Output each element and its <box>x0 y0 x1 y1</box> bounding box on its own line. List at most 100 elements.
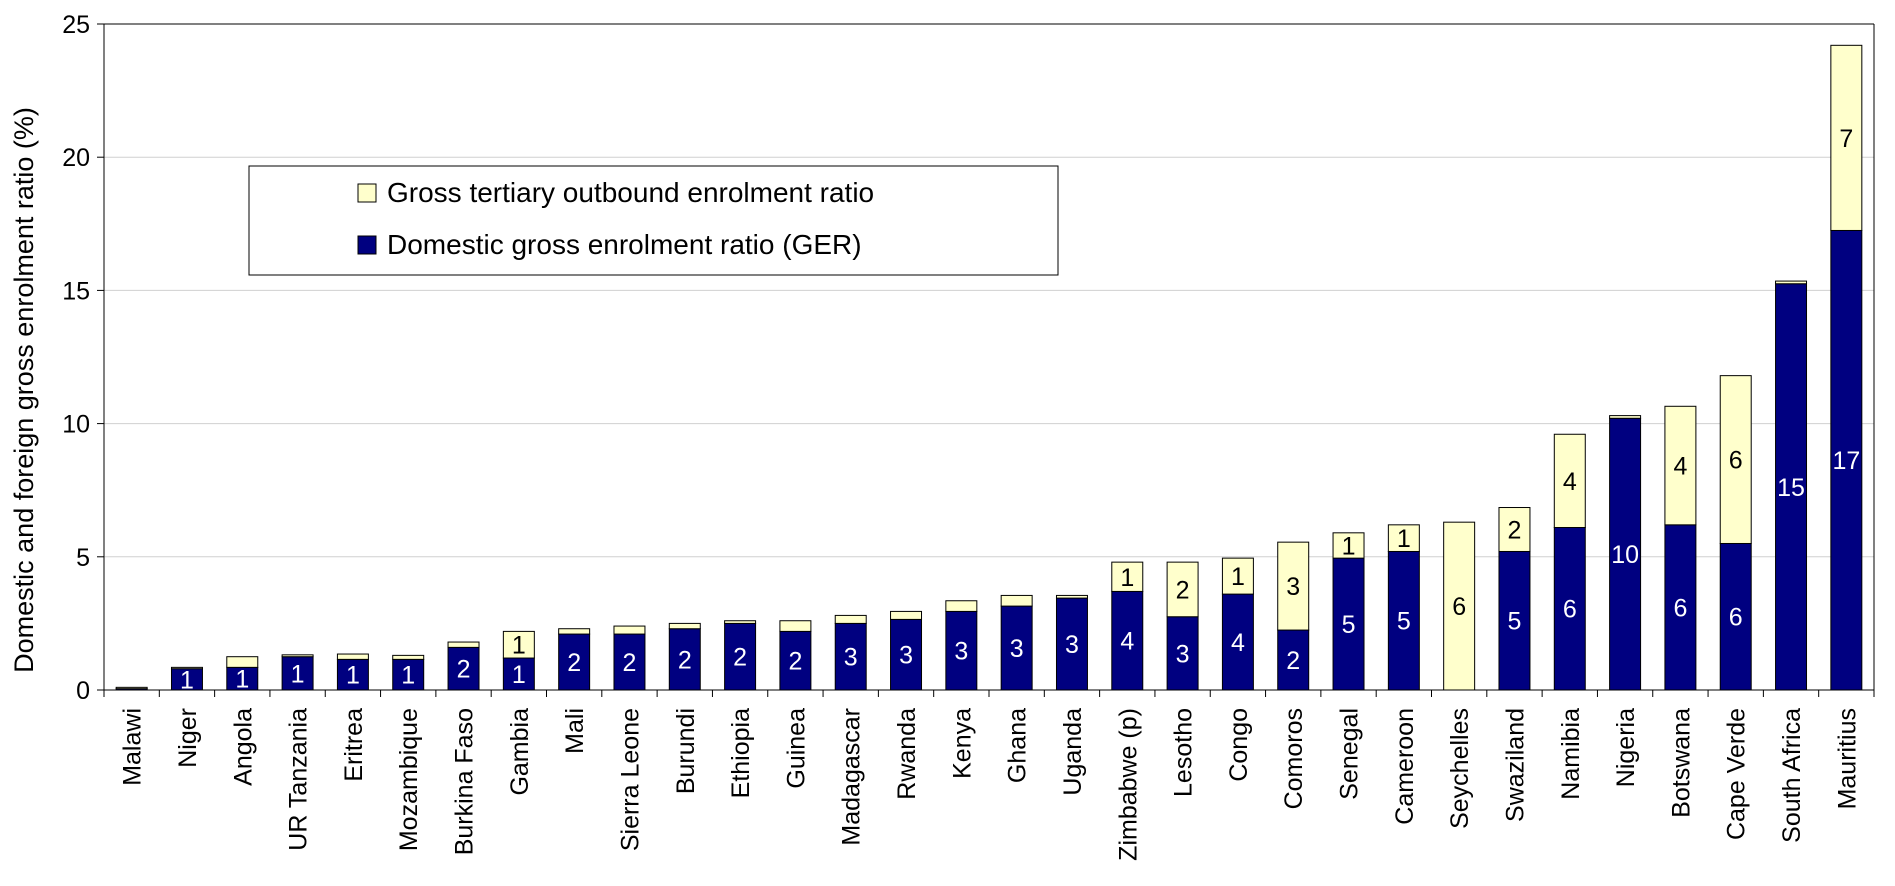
x-tick-label: Eritrea <box>340 708 368 782</box>
bar-domestic <box>945 610 978 691</box>
y-tick-label: 15 <box>62 277 90 305</box>
bar-outbound <box>1166 561 1199 618</box>
data-label: 5 <box>1342 611 1356 639</box>
data-label: 4 <box>1563 468 1577 496</box>
x-tick-label: Kenya <box>948 708 976 779</box>
data-label: 1 <box>235 666 249 694</box>
bar-domestic <box>1553 526 1586 691</box>
data-label: 4 <box>1120 628 1134 656</box>
data-label: 3 <box>1176 640 1190 668</box>
bar-domestic <box>1111 590 1144 691</box>
x-tick-label: Madagascar <box>838 708 866 846</box>
data-label: 6 <box>1452 593 1466 621</box>
bar-outbound <box>1609 415 1642 419</box>
data-label: 5 <box>1397 608 1411 636</box>
x-tick-label: Angola <box>229 708 257 786</box>
data-label: 2 <box>567 649 581 677</box>
bar-outbound <box>1055 594 1088 599</box>
legend-swatch-outbound <box>357 183 377 203</box>
x-tick-label: Ethiopia <box>727 708 755 798</box>
bar-outbound <box>1387 524 1420 552</box>
bar-outbound <box>226 656 259 668</box>
x-tick-label: Uganda <box>1059 708 1087 796</box>
bar-domestic <box>1664 524 1697 691</box>
x-axis: Malawi Niger Angola UR Tanzania Eritrea Mozam… <box>103 689 1875 861</box>
gridlines <box>104 23 1874 558</box>
data-label: 3 <box>899 642 913 670</box>
data-label: 2 <box>788 648 802 676</box>
x-tick-label: Ghana <box>1004 708 1032 783</box>
x-tick-label: Namibia <box>1557 708 1585 800</box>
data-label: 5 <box>1508 608 1522 636</box>
bar-outbound <box>502 630 535 659</box>
bar-outbound <box>1332 532 1365 559</box>
x-tick-label: Mali <box>561 708 589 754</box>
x-tick-label: Botswana <box>1667 708 1695 818</box>
bar-outbound <box>336 653 369 660</box>
bar-outbound <box>945 600 978 612</box>
data-label: 1 <box>180 666 194 694</box>
data-label: 4 <box>1673 453 1687 481</box>
x-tick-label: Seychelles <box>1446 708 1474 829</box>
bar-domestic <box>1609 417 1642 691</box>
bar-domestic <box>1055 597 1088 691</box>
x-tick-label: Cape Verde <box>1723 708 1751 840</box>
bar-domestic <box>447 646 480 691</box>
x-tick-label: Malawi <box>119 708 147 786</box>
x-tick-label: Lesotho <box>1170 708 1198 797</box>
bar-outbound <box>724 620 757 624</box>
bar-outbound <box>1775 280 1808 285</box>
bar-domestic <box>558 633 591 691</box>
x-tick-label: Zimbabwe (p) <box>1114 708 1142 861</box>
bar-outbound <box>558 628 591 635</box>
data-label: 6 <box>1673 594 1687 622</box>
data-label: 1 <box>512 661 526 689</box>
data-label: 2 <box>678 646 692 674</box>
data-label: 2 <box>1176 576 1190 604</box>
data-label: 2 <box>623 649 637 677</box>
x-tick-label: Gambia <box>506 708 534 796</box>
x-tick-label: Congo <box>1225 708 1253 782</box>
legend: Gross tertiary outbound enrolment ratio … <box>248 165 1059 276</box>
bar-domestic <box>668 628 701 691</box>
bar-domestic <box>1000 605 1033 691</box>
x-tick-label: Senegal <box>1336 708 1364 800</box>
x-tick-label: Cameroon <box>1391 708 1419 825</box>
legend-label-outbound: Gross tertiary outbound enrolment ratio <box>387 177 874 208</box>
data-label: 3 <box>954 638 968 666</box>
bar-domestic <box>1498 550 1531 691</box>
data-label: 2 <box>1286 647 1300 675</box>
x-tick-label: South Africa <box>1778 708 1806 843</box>
x-tick-label: Rwanda <box>893 708 921 800</box>
bar-domestic <box>1830 229 1863 691</box>
bar-outbound <box>668 622 701 630</box>
bar-outbound <box>834 614 867 624</box>
data-label: 6 <box>1563 596 1577 624</box>
data-label: 2 <box>1508 516 1522 544</box>
data-label: 1 <box>346 662 360 690</box>
data-label: 1 <box>1120 564 1134 592</box>
data-label: 6 <box>1729 604 1743 632</box>
x-tick-label: Sierra Leone <box>616 708 644 851</box>
y-tick-label: 10 <box>62 411 90 439</box>
data-label: 1 <box>1342 532 1356 560</box>
bar-outbound <box>1443 521 1476 691</box>
x-tick-label: UR Tanzania <box>285 708 313 851</box>
bar-domestic <box>281 656 314 691</box>
bar-domestic <box>834 622 867 691</box>
bar-outbound <box>281 654 314 658</box>
bar-domestic <box>613 633 646 691</box>
x-tick-label: Guinea <box>782 708 810 789</box>
bar-outbound <box>890 610 923 620</box>
data-label: 1 <box>401 662 415 690</box>
data-label: 1 <box>512 632 526 660</box>
x-tick-label: Comoros <box>1280 708 1308 809</box>
data-label: 3 <box>1010 635 1024 663</box>
bar-domestic <box>1719 542 1752 691</box>
bar-domestic <box>1332 557 1365 691</box>
legend-label-domestic: Domestic gross enrolment ratio (GER) <box>387 229 862 260</box>
x-tick-label: Niger <box>174 708 202 768</box>
y-axis-title: Domestic and foreign gross enrolment rat… <box>9 107 39 673</box>
